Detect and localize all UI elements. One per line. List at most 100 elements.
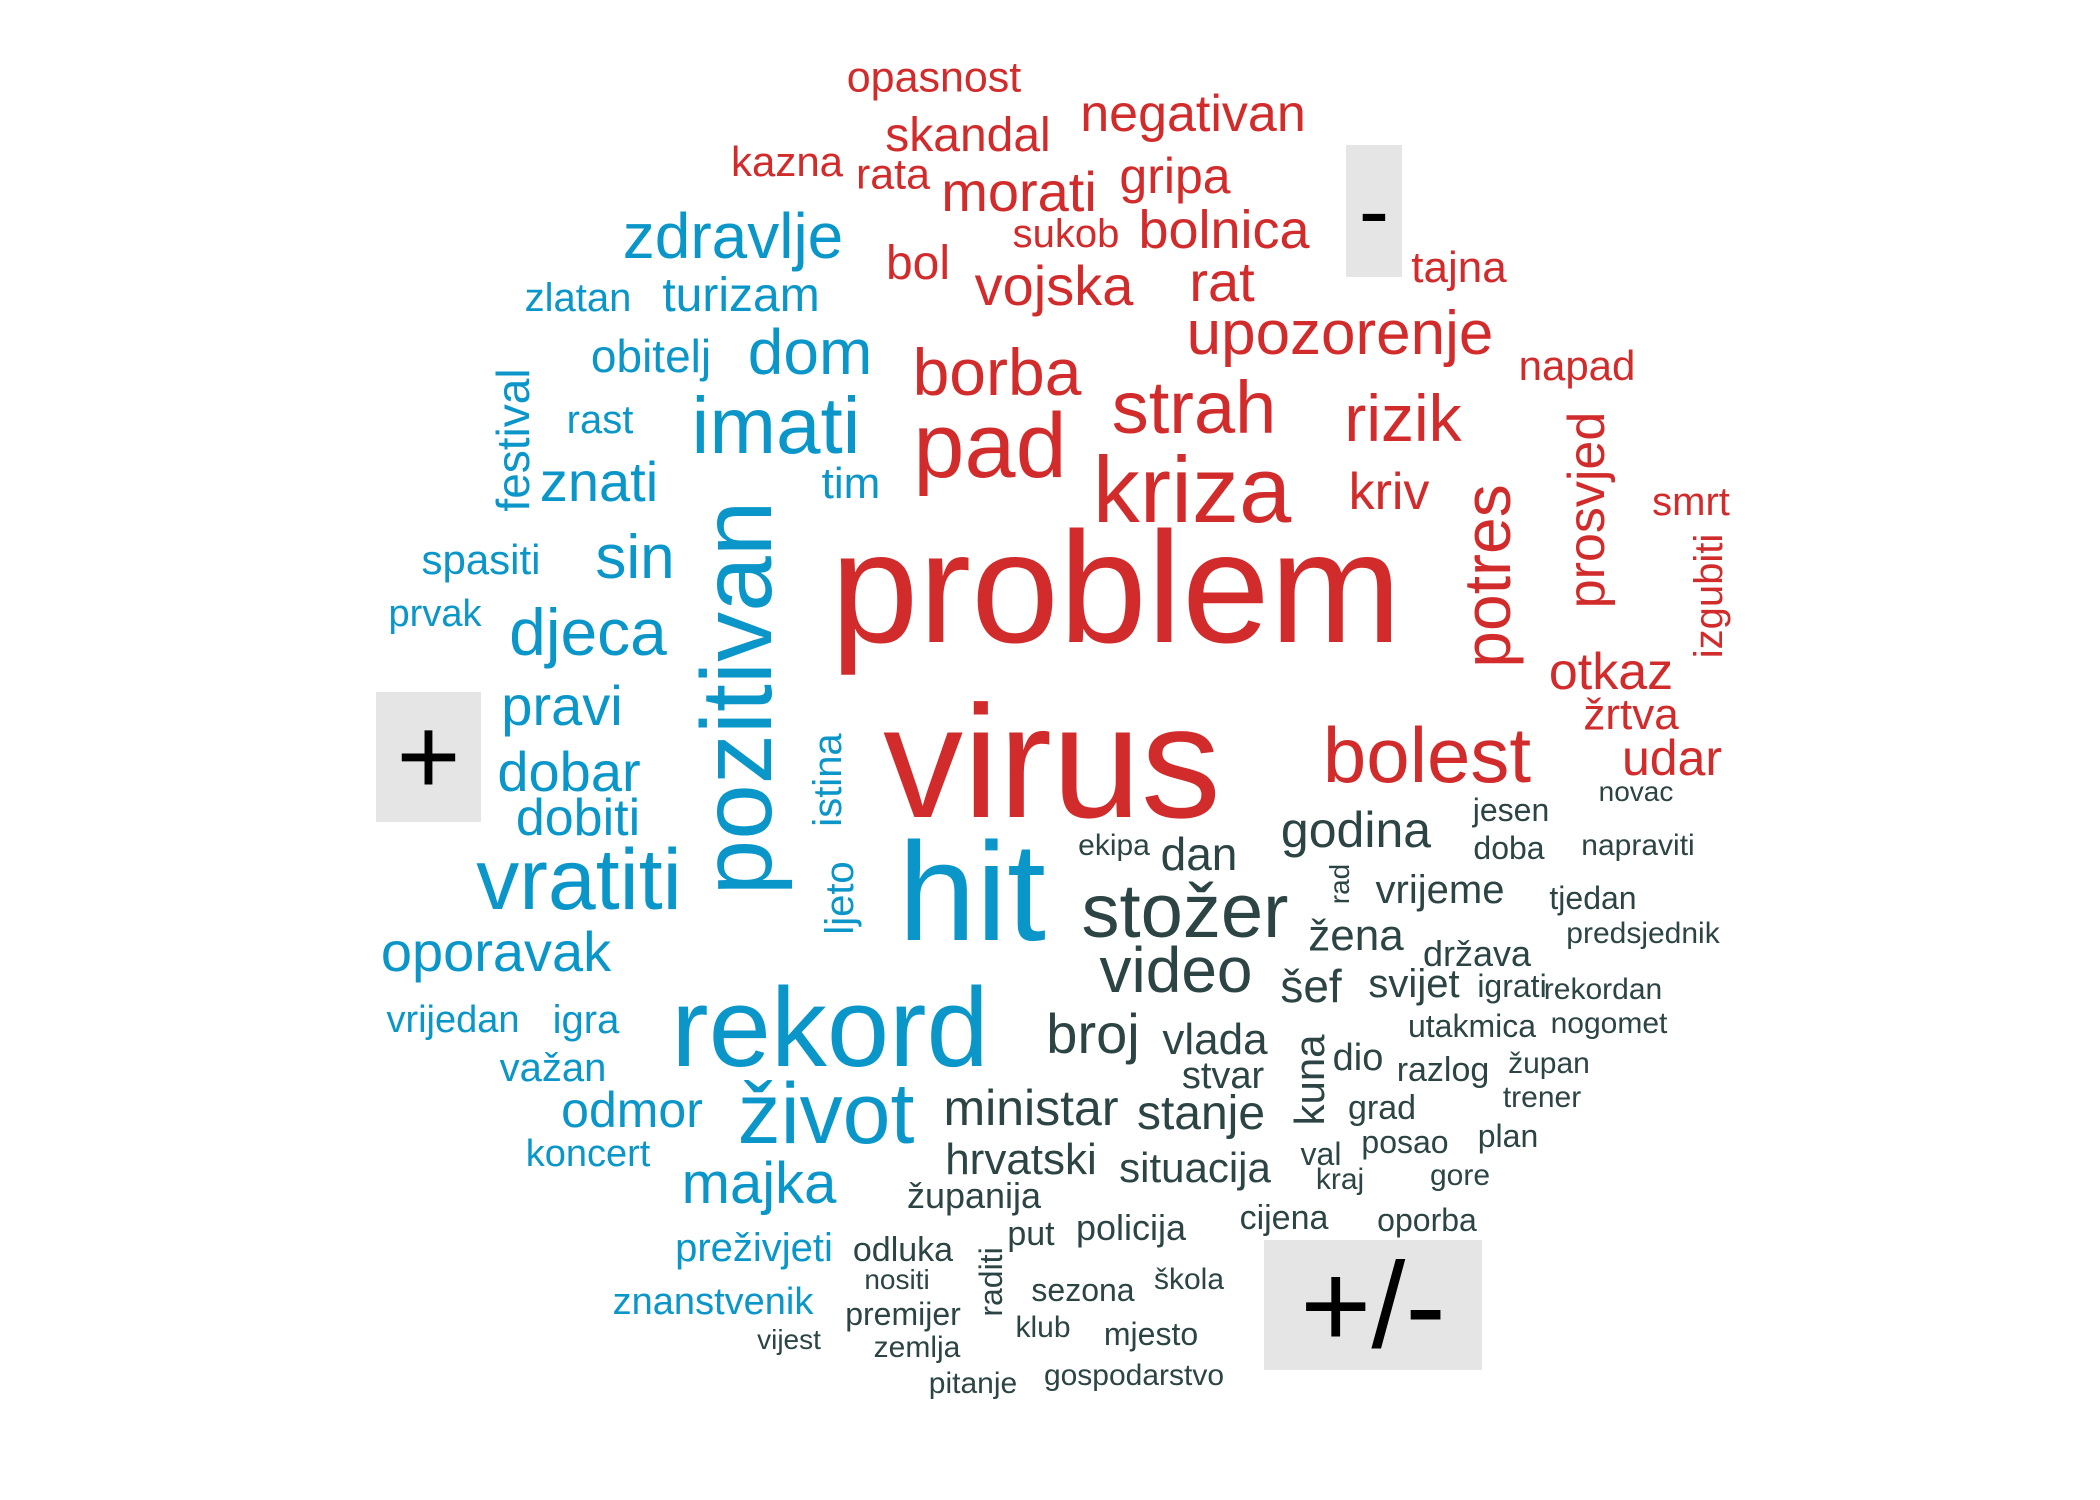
word-neutral: dan xyxy=(1160,828,1238,880)
word-positive: dobiti xyxy=(515,789,641,847)
word-negative: kriza xyxy=(1092,437,1292,542)
word-neutral: ministar xyxy=(943,1080,1119,1136)
word-negative: otkaz xyxy=(1548,643,1674,701)
word-neutral: cijena xyxy=(1239,1199,1329,1237)
word-positive: oporavak xyxy=(380,920,612,983)
word-negative: negativan xyxy=(1080,85,1306,143)
word-negative: bolnica xyxy=(1138,200,1310,260)
word-neutral: plan xyxy=(1477,1118,1539,1154)
word-neutral: gore xyxy=(1429,1159,1491,1192)
word-negative: žrtva xyxy=(1583,690,1679,739)
word-neutral: raditi xyxy=(973,1247,1009,1317)
word-neutral: stvar xyxy=(1181,1055,1265,1097)
word-neutral: razlog xyxy=(1396,1051,1490,1089)
word-neutral: pitanje xyxy=(928,1367,1018,1400)
word-positive: djeca xyxy=(509,595,667,669)
word-neutral: novac xyxy=(1598,776,1674,807)
word-negative: kriv xyxy=(1348,463,1430,521)
word-positive: prvak xyxy=(388,593,482,635)
word-neutral: oporba xyxy=(1377,1202,1477,1238)
word-neutral: sezona xyxy=(1031,1272,1135,1308)
legend-mixed: +/- xyxy=(1264,1240,1482,1370)
legend-negative: - xyxy=(1346,145,1402,277)
word-neutral: situacija xyxy=(1119,1144,1271,1191)
word-negative: rat xyxy=(1189,250,1255,313)
word-negative: rizik xyxy=(1344,381,1462,455)
word-negative: vojska xyxy=(974,254,1134,317)
word-neutral: država xyxy=(1422,933,1532,974)
word-negative: gripa xyxy=(1119,148,1231,204)
word-neutral: šef xyxy=(1280,960,1342,1012)
word-neutral: stanje xyxy=(1136,1087,1266,1140)
word-positive: hit xyxy=(898,813,1046,970)
word-neutral: rekordan xyxy=(1543,973,1663,1006)
word-positive: dobar xyxy=(497,740,641,803)
word-neutral: godina xyxy=(1280,802,1432,858)
word-positive: istina xyxy=(806,733,850,827)
word-neutral: žena xyxy=(1308,911,1404,960)
word-positive: sin xyxy=(595,523,675,592)
word-positive: spasiti xyxy=(421,536,541,583)
word-neutral: kuna xyxy=(1286,1034,1333,1126)
word-neutral: stožer xyxy=(1081,869,1289,954)
word-positive: pravi xyxy=(501,674,623,737)
word-neutral: gospodarstvo xyxy=(1043,1359,1225,1392)
word-negative: potres xyxy=(1450,484,1524,668)
word-positive: vratiti xyxy=(476,832,682,928)
word-neutral: hrvatski xyxy=(945,1135,1097,1184)
word-neutral: mjesto xyxy=(1103,1316,1199,1352)
word-negative: opasnost xyxy=(846,53,1022,102)
word-negative: izgubiti xyxy=(1687,533,1731,659)
word-positive: tim xyxy=(821,459,881,508)
word-neutral: svijet xyxy=(1368,962,1460,1006)
word-neutral: kraj xyxy=(1315,1163,1365,1196)
word-neutral: vijest xyxy=(757,1324,821,1355)
word-positive: koncert xyxy=(525,1133,651,1175)
word-neutral: škola xyxy=(1153,1263,1225,1296)
word-positive: znanstvenik xyxy=(612,1281,814,1323)
word-negative: bol xyxy=(885,237,951,290)
word-positive: važan xyxy=(499,1046,607,1090)
word-positive: znati xyxy=(539,450,659,513)
word-negative: udar xyxy=(1621,730,1723,786)
word-neutral: predsjednik xyxy=(1566,917,1720,950)
word-positive: festival xyxy=(487,368,539,512)
word-negative: borba xyxy=(912,335,1082,409)
legend-positive: + xyxy=(376,692,481,822)
word-negative: sukob xyxy=(1012,212,1120,256)
word-neutral: igrati xyxy=(1477,968,1547,1004)
word-positive: vrijedan xyxy=(386,999,520,1041)
word-neutral: vrijeme xyxy=(1375,868,1505,912)
word-negative: prosvjed xyxy=(1558,411,1616,609)
word-neutral: utakmica xyxy=(1407,1008,1537,1044)
word-positive: preživjeti xyxy=(675,1226,833,1270)
word-negative: tajna xyxy=(1411,243,1507,292)
word-positive: pozitivan xyxy=(681,500,793,896)
word-positive: obitelj xyxy=(590,330,712,382)
word-positive: rast xyxy=(566,398,634,442)
word-neutral: broj xyxy=(1046,1002,1140,1065)
word-neutral: napraviti xyxy=(1581,829,1695,862)
word-negative: smrt xyxy=(1652,480,1730,524)
word-neutral: grad xyxy=(1347,1089,1417,1127)
word-negative: virus xyxy=(883,672,1221,851)
word-positive: imati xyxy=(691,381,861,470)
word-negative: kazna xyxy=(730,138,844,185)
word-neutral: rad xyxy=(1324,863,1355,905)
word-negative: napad xyxy=(1518,342,1636,389)
word-neutral: doba xyxy=(1473,830,1545,866)
word-neutral: županija xyxy=(906,1175,1042,1216)
word-positive: ljeto xyxy=(818,861,862,935)
word-neutral: put xyxy=(1007,1215,1055,1253)
word-negative: bolest xyxy=(1322,711,1532,799)
word-neutral: policija xyxy=(1075,1207,1187,1248)
word-neutral: nogomet xyxy=(1550,1007,1668,1040)
word-negative: pad xyxy=(913,395,1067,497)
word-positive: turizam xyxy=(662,269,820,322)
word-positive: zlatan xyxy=(524,276,632,320)
word-neutral: ekipa xyxy=(1078,829,1150,862)
word-negative: rata xyxy=(855,150,931,199)
word-neutral: tjedan xyxy=(1549,880,1637,916)
word-positive: dom xyxy=(747,316,873,388)
word-positive: rekord xyxy=(671,965,989,1090)
